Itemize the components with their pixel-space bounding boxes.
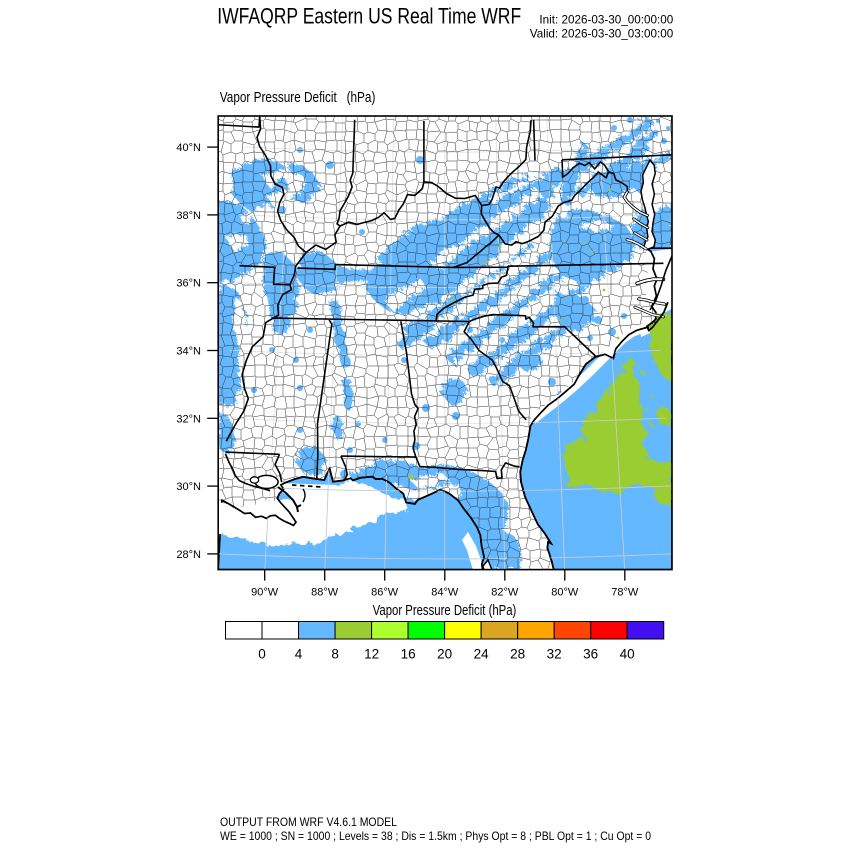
svg-text:Init: 2026-03-30_00:00:00: Init: 2026-03-30_00:00:00 [539,12,673,26]
svg-text:36°N: 36°N [176,278,201,290]
svg-text:36: 36 [583,647,598,662]
svg-text:40: 40 [620,647,635,662]
svg-text:32: 32 [547,647,562,662]
svg-text:24: 24 [474,647,490,662]
svg-text:84°W: 84°W [431,587,459,599]
svg-text:90°W: 90°W [251,587,279,599]
svg-text:IWFAQRP Eastern US Real Time W: IWFAQRP Eastern US Real Time WRF [217,4,521,29]
svg-text:Vapor Pressure Deficit (hPa): Vapor Pressure Deficit (hPa) [373,603,517,619]
svg-text:WE = 1000 ; SN = 1000 ; Levels: WE = 1000 ; SN = 1000 ; Levels = 38 ; Di… [220,829,651,843]
svg-text:28: 28 [510,647,525,662]
svg-text:86°W: 86°W [371,587,399,599]
svg-text:34°N: 34°N [176,346,201,358]
svg-text:OUTPUT FROM WRF V4.6.1 MODEL: OUTPUT FROM WRF V4.6.1 MODEL [220,815,397,829]
svg-text:Vapor Pressure Deficit (hPa): Vapor Pressure Deficit (hPa) [220,89,376,106]
svg-text:82°W: 82°W [491,587,519,599]
svg-text:8: 8 [331,647,339,662]
svg-text:20: 20 [437,647,452,662]
svg-text:38°N: 38°N [176,210,201,222]
svg-text:88°W: 88°W [311,587,339,599]
svg-text:4: 4 [295,647,303,662]
svg-text:78°W: 78°W [611,587,639,599]
svg-text:12: 12 [364,647,379,662]
svg-text:40°N: 40°N [176,142,201,154]
svg-text:80°W: 80°W [551,587,579,599]
svg-text:16: 16 [401,647,416,662]
svg-text:30°N: 30°N [176,481,201,493]
svg-text:28°N: 28°N [176,549,201,561]
svg-text:Valid: 2026-03-30_03:00:00: Valid: 2026-03-30_03:00:00 [530,27,674,41]
svg-text:0: 0 [258,647,266,662]
svg-text:32°N: 32°N [176,413,201,425]
